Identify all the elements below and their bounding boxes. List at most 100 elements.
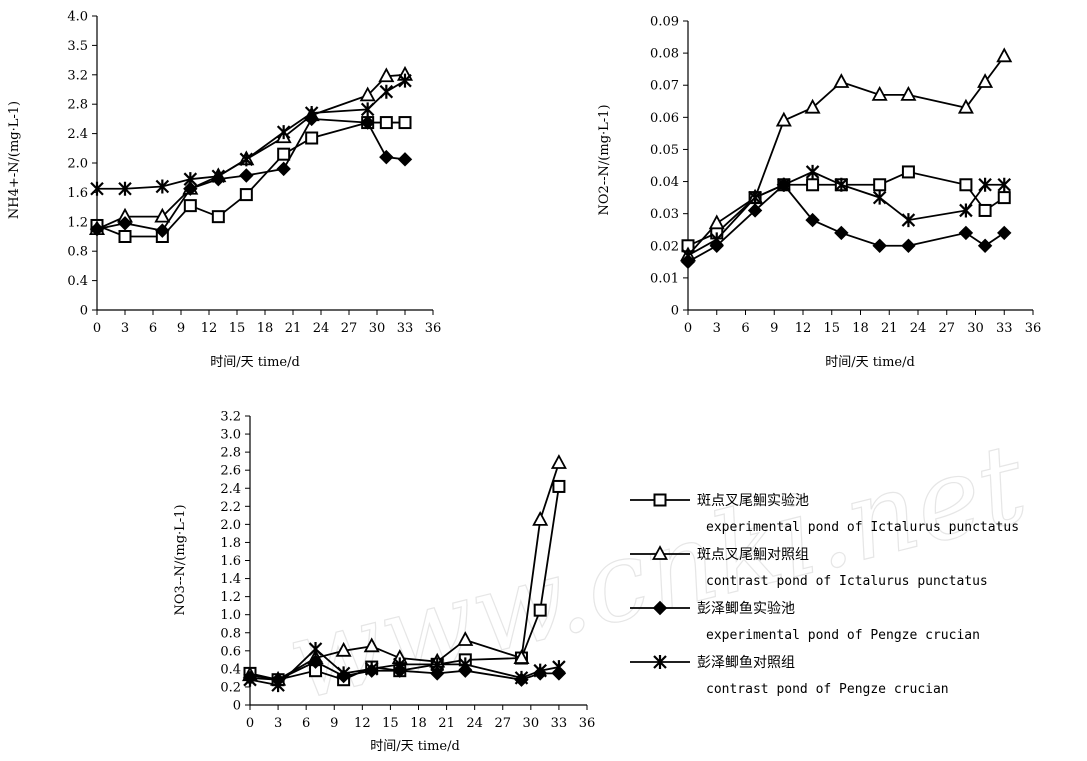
data-point-diamond [901,238,916,253]
data-point-square [873,178,887,192]
data-point-square [959,178,973,192]
x-tick-label: 27 [494,716,511,731]
watermark: www.cnki.net [275,418,1038,725]
data-point-triangle [363,637,380,653]
data-point-star [514,670,529,685]
y-tick-label: 2.0 [67,157,88,172]
legend-marker-square [653,493,667,507]
legend: 斑点叉尾鮰实验池 experimental pond of Ictalurus p… [630,493,1019,697]
chart-nh4: 00.40.81.21.62.02.42.83.23.54.00 3 6 9 12 15 1… [7,10,441,371]
x-tick-label: 27 [341,321,358,336]
y-tick-label: 2.2 [220,500,241,515]
data-point-square [211,210,225,224]
y-tick-label: 0.06 [650,111,679,126]
x-tick-label: 33 [551,716,568,731]
x-tick-label: 12 [354,716,371,731]
data-point-star [336,666,351,681]
data-point-diamond [117,216,133,231]
series-line-star [97,79,406,190]
data-point-star [805,164,820,179]
y-tick-label: 2.8 [67,98,88,113]
data-point-diamond [239,168,254,183]
y-tick-label: 3.2 [67,68,88,83]
y-tick-label: 3.0 [220,428,241,443]
data-point-star [364,661,379,676]
x-tick-label: 18 [852,321,869,336]
data-point-diamond [379,149,394,165]
data-point-star [304,106,319,121]
x-tick-label: 9 [330,716,338,731]
data-point-diamond [997,225,1012,241]
series-line-square [96,121,405,238]
data-point-star [239,152,254,167]
data-point-star [997,177,1012,192]
y-axis-label: NO3--N/(mg·L-1) [173,504,188,615]
data-point-diamond [977,238,993,253]
data-point-triangle [532,510,549,526]
y-tick-label: 0.8 [67,245,88,260]
y-tick-label: 4.0 [67,10,88,25]
y-tick-label: 0.6 [220,644,241,659]
data-point-triangle [335,641,352,657]
data-point-star [959,203,973,218]
data-point-triangle [708,214,725,230]
data-point-triangle [900,85,917,101]
x-tick-label: 15 [823,321,840,336]
x-tick-label: 30 [523,716,540,731]
data-point-diamond [89,221,105,237]
legend-label: 斑点叉尾鮰对照组 [697,547,809,563]
y-tick-label: 1.4 [220,572,241,587]
data-point-star [276,125,291,140]
data-point-star [709,232,724,247]
data-point-triangle [378,67,395,83]
data-point-square [533,603,547,617]
legend-marker-star [653,655,667,669]
data-point-diamond [872,238,887,253]
data-point-square [118,230,132,243]
x-tick-label: 36 [1025,321,1042,336]
y-tick-label: 0 [671,304,679,319]
data-point-star [379,84,394,99]
y-tick-label: 0.04 [650,175,679,190]
data-point-diamond [397,152,413,167]
data-point-diamond [308,654,323,669]
data-point-diamond [958,225,974,241]
x-tick-label: 18 [410,716,427,731]
data-point-square [997,191,1011,205]
legend-sublabel: experimental pond of Ictalurus punctatus [706,520,1019,535]
data-point-diamond [183,181,198,196]
y-tick-label: 0.4 [67,274,88,289]
y-tick-label: 1.6 [67,186,88,201]
x-tick-label: 24 [466,716,483,731]
x-tick-label: 18 [257,321,274,336]
x-tick-label: 27 [938,321,955,336]
y-tick-label: 0 [80,304,88,319]
y-tick-label: 1.8 [220,536,241,551]
data-point-star [872,190,887,205]
data-point-triangle [833,73,850,88]
data-point-triangle [550,454,567,469]
data-point-star [533,663,547,678]
data-point-star [90,181,104,196]
data-point-square [239,188,253,202]
data-point-star [155,179,170,194]
data-point-star [308,642,323,657]
y-tick-label: 0.01 [650,271,679,286]
y-tick-label: 0.8 [220,626,241,641]
y-tick-label: 0.05 [650,143,679,158]
data-point-square [901,165,915,179]
y-tick-label: 0 [233,699,241,714]
x-tick-label: 3 [121,321,129,336]
x-tick-label: 9 [177,321,185,336]
x-tick-label: 30 [967,321,984,336]
data-point-star [978,177,992,192]
data-point-square [277,147,291,161]
y-axis-label: NH4+-N/(mg·L-1) [7,101,22,219]
x-tick-label: 33 [996,321,1013,336]
data-point-square [978,203,992,217]
y-tick-label: 0.4 [220,662,241,677]
x-tick-label: 0 [246,716,254,731]
series-line-diamond [687,183,1005,263]
y-tick-label: 0.07 [650,79,679,94]
data-point-triangle [775,111,792,127]
